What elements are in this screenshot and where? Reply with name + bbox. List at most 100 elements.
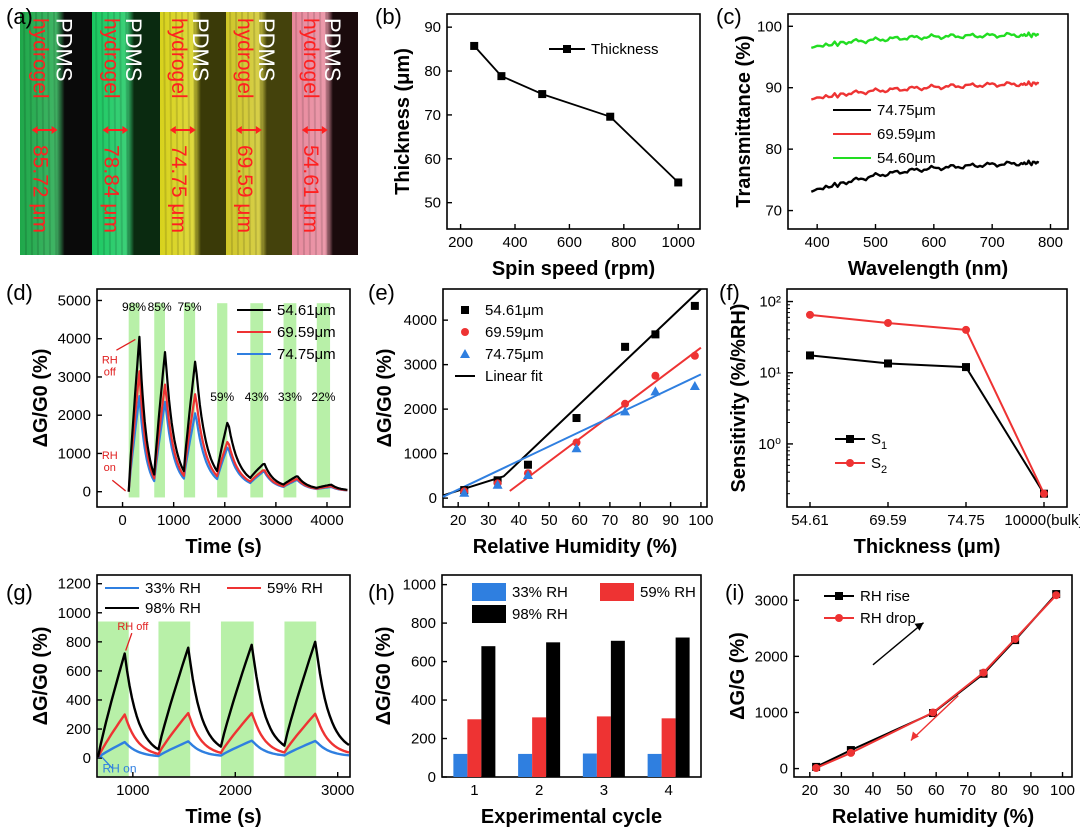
plot-frame — [787, 13, 1069, 230]
series-line — [473, 45, 679, 184]
x-tick-label: 400 — [502, 234, 527, 251]
x-axis-label: Time (s) — [185, 536, 261, 558]
data-point — [620, 406, 631, 416]
rh-band — [217, 303, 228, 498]
x-axis-label: Spin speed (rpm) — [492, 258, 655, 280]
hydrogel-label: hydrogel — [299, 18, 322, 99]
series-line — [96, 711, 350, 758]
chart-c-transmittance: 400 500 600 700 800 70 80 90 100 Wavelength (nm) T… — [733, 13, 1069, 280]
strip-texture — [169, 11, 173, 256]
y-tick-label: 1000 — [58, 445, 91, 462]
x-axis-label: Time (s) — [185, 806, 261, 828]
thickness-value: 78.84 μm — [99, 145, 122, 233]
data-point — [812, 764, 821, 773]
legend-label: 59% RH — [267, 580, 323, 597]
plot-frame — [446, 13, 701, 230]
thickness-value: 74.75 μm — [167, 145, 190, 233]
y-tick-label: 5000 — [58, 292, 91, 309]
data-point — [846, 748, 855, 757]
legend-label: 69.59μm — [277, 324, 336, 341]
annotation-rh-on: RH on — [103, 762, 137, 776]
strip-texture — [181, 11, 185, 256]
x-tick-label: 30 — [480, 512, 497, 529]
legend-swatch — [600, 583, 634, 601]
annotation-arrow — [99, 754, 113, 769]
x-tick-label: 20 — [801, 782, 818, 799]
y-tick-label: 90 — [765, 80, 782, 97]
series-line — [809, 354, 1045, 495]
series-line — [809, 313, 1045, 495]
panel-letter-g: (g) — [6, 580, 33, 605]
x-tick-label: 500 — [863, 234, 888, 251]
bar — [596, 716, 611, 777]
data-point — [650, 386, 661, 396]
x-tick-label: 100 — [1050, 782, 1075, 799]
bar — [610, 640, 625, 777]
y-tick-label: 4000 — [58, 331, 91, 348]
rh-level-label: 33% — [278, 390, 302, 404]
data-point — [563, 45, 571, 53]
chart-e-linear-fit: 20 30 40 50 60 70 80 90 10001000200030004000Rela… — [374, 288, 713, 558]
y-tick-label: 3000 — [58, 369, 91, 386]
panel-letter-f: (f) — [719, 280, 740, 305]
x-axis-label: Thickness (μm) — [854, 536, 1001, 558]
data-point — [538, 90, 547, 99]
annotation-rh-off: RH off — [117, 621, 149, 633]
legend-label: RH rise — [860, 588, 910, 605]
x-tick-label: 800 — [1038, 234, 1063, 251]
x-tick-label: 30 — [833, 782, 850, 799]
y-tick-label: 3000 — [755, 592, 788, 609]
data-point — [606, 112, 615, 121]
panel-letter-e: (e) — [368, 280, 395, 305]
x-tick-label: 20 — [450, 512, 467, 529]
hydrogel-label: hydrogel — [233, 18, 256, 99]
strip-texture — [313, 11, 317, 256]
y-tick-label: 1000 — [58, 605, 91, 622]
y-tick-label: 4000 — [404, 312, 437, 329]
y-tick-label: 2000 — [404, 401, 437, 418]
data-point — [884, 318, 892, 327]
data-point — [1052, 591, 1061, 600]
y-tick-label: 10¹ — [759, 365, 781, 382]
series-line — [815, 593, 1057, 768]
legend-label: 33% RH — [512, 584, 568, 601]
panel-letter-b: (b) — [375, 4, 402, 29]
y-tick-label: 0 — [83, 750, 91, 767]
panel-letter-i: (i) — [725, 580, 745, 605]
x-tick-label: 3000 — [321, 782, 354, 799]
thickness-arrowheads — [102, 126, 129, 134]
rh-band — [220, 621, 254, 777]
data-point — [806, 351, 814, 360]
x-tick-label: 50 — [896, 782, 913, 799]
x-tick-label: 100 — [688, 512, 713, 529]
x-axis-label: Relative humidity (%) — [832, 806, 1034, 828]
y-axis-label: Sensitivity (%/%RH) — [728, 304, 750, 493]
rh-band — [158, 621, 191, 777]
legend-label: 74.75μm — [485, 346, 544, 363]
thickness-value: 69.59 μm — [233, 145, 256, 233]
trend-arrowhead-rise — [914, 622, 924, 631]
strip-texture — [229, 11, 233, 256]
y-tick-label: 2000 — [755, 648, 788, 665]
x-tick-label: 0 — [118, 512, 126, 529]
legend-label: 33% RH — [145, 580, 201, 597]
annotation-arrow — [125, 632, 133, 651]
thickness-arrowheads — [169, 126, 196, 134]
strip-texture — [301, 11, 305, 256]
data-point — [459, 487, 470, 497]
micrograph-strip — [160, 12, 226, 255]
strip-texture — [47, 11, 51, 256]
x-axis-label: Experimental cycle — [481, 806, 662, 828]
bar — [481, 646, 496, 777]
x-tick-label: 700 — [980, 234, 1005, 251]
legend-label: S — [871, 431, 881, 448]
chart-f-sensitivity: 54.61 69.59 74.75 10000(bulk) 10⁰ 10¹ 10² Thick… — [728, 288, 1080, 558]
strip-texture — [235, 11, 239, 256]
x-tick-label: 50 — [541, 512, 558, 529]
y-tick-label: 3000 — [404, 357, 437, 374]
y-tick-label: 10² — [759, 294, 781, 311]
data-point — [806, 310, 814, 319]
x-tick-label: 1 — [470, 782, 478, 799]
x-tick-label: 2 — [535, 782, 543, 799]
